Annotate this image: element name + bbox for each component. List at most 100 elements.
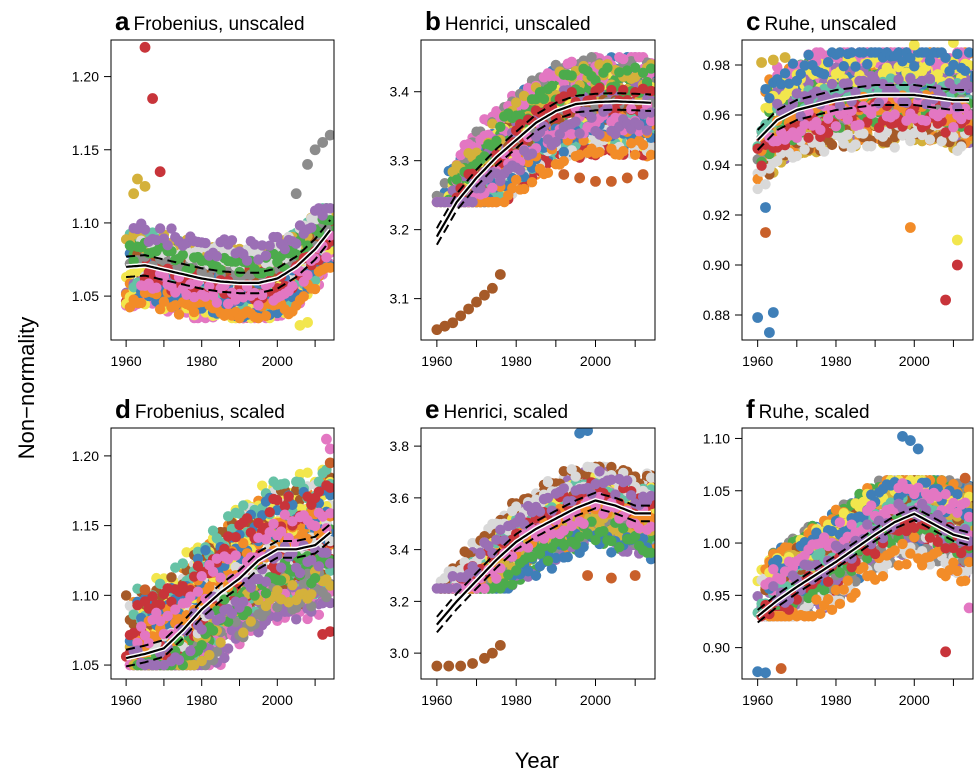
data-point [188,306,200,318]
data-point [862,59,873,70]
panel-title: d Frobenius, scaled [115,394,285,424]
y-tick-label: 0.94 [703,157,730,173]
panel-title-text: Frobenius, scaled [135,402,285,423]
data-point [866,141,877,152]
data-point [764,92,775,104]
data-point-outlier [463,303,474,315]
data-point [256,240,268,251]
data-point-outlier [479,289,490,301]
data-point [822,113,834,124]
data-point [924,134,936,145]
data-point [124,302,136,313]
y-tick-label: 3.4 [390,84,410,100]
data-point [325,203,334,214]
data-point [963,125,973,136]
plot-frame [420,39,656,341]
x-tick-label: 1980 [186,353,217,369]
x-tick-label: 1960 [742,353,773,369]
data-point [905,73,916,84]
data-point-outlier [494,269,506,280]
y-tick-label: 1.05 [72,288,99,304]
panel-title-text: Henrici, unscaled [445,14,591,35]
data-point [842,114,853,125]
data-point [253,300,264,311]
data-point [211,251,223,262]
data-point [162,239,173,251]
data-point [963,109,973,120]
data-point [756,160,767,171]
data-point [924,73,936,85]
y-tick-label: 1.20 [72,69,99,85]
panel-letter: b [425,6,441,36]
data-point [495,121,506,133]
data-point [200,237,211,249]
data-point-outlier [574,172,586,184]
data-point [602,103,613,114]
data-point [618,145,629,157]
data-point [542,167,554,179]
data-point-outlier [317,137,329,148]
data-point [495,175,506,187]
data-point [893,47,904,58]
data-point [128,255,139,267]
data-point-outlier [486,282,498,294]
data-point-outlier [767,307,779,318]
y-axis: 3.13.23.33.4 [390,84,421,307]
data-point [905,135,916,147]
panel-letter: c [746,6,760,36]
data-point [822,57,834,68]
data-point [173,309,185,320]
trend-lines [125,219,333,295]
data-point-outlier [302,158,313,170]
data-point [645,63,655,74]
data-point [633,52,645,63]
data-point [799,60,810,71]
data-point [518,183,530,195]
data-point [936,107,947,119]
data-point [610,104,621,115]
data-point [901,97,912,108]
data-point [881,126,893,137]
data-point-outlier [139,180,151,192]
trend-ci-lower [756,104,970,151]
data-point [586,52,597,63]
data-point [877,78,889,90]
data-point [287,280,298,292]
data-point-outlier [147,93,158,104]
x-tick-label: 1960 [111,353,142,369]
data-point [594,59,605,70]
data-point [842,78,853,89]
data-point [834,100,846,111]
data-point [260,250,272,261]
data-point [594,82,605,94]
plot-frame [110,39,335,341]
data-point [916,129,928,141]
data-point [546,80,558,92]
data-point [566,86,577,98]
data-point [893,74,904,85]
data-point [566,128,577,140]
data-point [645,115,655,127]
data-point [952,48,963,60]
y-axis: 0.880.900.920.940.960.98 [703,57,742,323]
panel-title-text: Ruhe, unscaled [764,14,896,35]
x-axis: 1960 1980 2000 [111,340,316,369]
data-point-outlier [290,188,302,200]
data-point-outlier [132,173,143,185]
panel-letter: d [115,394,131,424]
data-point [204,281,215,292]
data-point [526,176,538,188]
trend-line [126,229,332,284]
trend-lines [434,92,652,246]
data-point [905,52,916,64]
data-point-outlier [471,296,482,308]
data-point [594,129,605,140]
data-point [791,88,803,99]
data-point [963,47,973,58]
data-point [177,249,189,261]
panel-letter: a [115,6,130,36]
y-tick-label: 0.96 [703,107,730,123]
